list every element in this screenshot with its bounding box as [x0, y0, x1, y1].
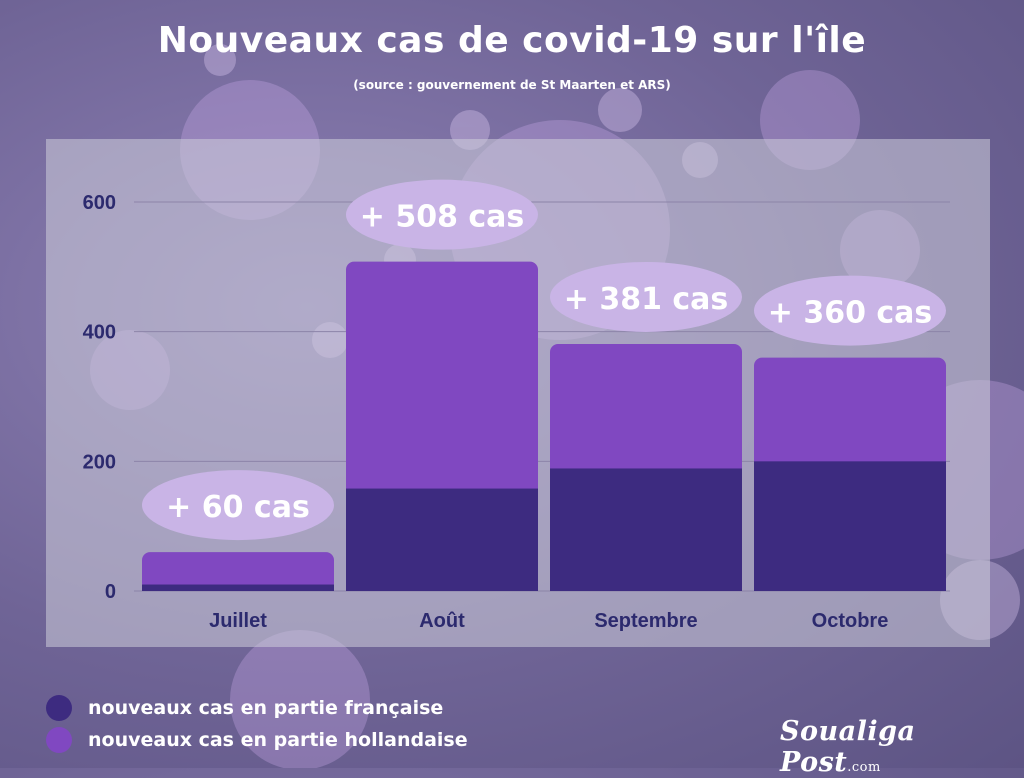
data-label-total: + 381 cas	[564, 282, 729, 317]
total-bubble-3	[754, 275, 946, 346]
legend: nouveaux cas en partie française nouveau…	[46, 692, 468, 756]
bar-french-1	[346, 488, 538, 591]
x-tick-label: Juillet	[209, 610, 267, 632]
total-bubble-2	[550, 261, 742, 332]
legend-swatch-dutch	[46, 727, 72, 753]
legend-label-french: nouveaux cas en partie française	[88, 697, 444, 719]
legend-swatch-french	[46, 695, 72, 721]
y-tick-label: 600	[83, 192, 116, 214]
bar-french-3	[754, 461, 946, 591]
y-tick-label: 200	[83, 451, 116, 473]
soualiga-post-logo: Soualiga Post.com	[780, 716, 1024, 778]
bar-french-2	[550, 468, 742, 591]
data-label-total: + 360 cas	[768, 296, 933, 331]
total-bubble-0	[142, 470, 334, 541]
chart-subtitle: (source : gouvernement de St Maarten et …	[353, 78, 671, 92]
y-tick-label: 0	[105, 581, 116, 603]
bar-french-0	[142, 584, 334, 591]
legend-label-dutch: nouveaux cas en partie hollandaise	[88, 729, 468, 751]
x-tick-label: Août	[419, 610, 465, 632]
bar-dutch-0	[142, 552, 334, 591]
x-tick-label: Septembre	[594, 610, 697, 632]
data-label-total: + 508 cas	[360, 200, 525, 235]
legend-item-dutch: nouveaux cas en partie hollandaise	[46, 724, 468, 756]
chart-panel: 0 200 400 600 Juillet + 60 cas Août + 508 cas Se…	[46, 139, 990, 647]
data-label-total: + 60 cas	[166, 490, 310, 525]
chart-title: Nouveaux cas de covid-19 sur l'île	[157, 20, 867, 61]
y-tick-label: 400	[83, 322, 116, 344]
bar-chart: 0 200 400 600 Juillet + 60 cas Août + 508 cas Se…	[83, 179, 950, 632]
legend-item-french: nouveaux cas en partie française	[46, 692, 468, 724]
x-tick-label: Octobre	[812, 610, 889, 632]
total-bubble-1	[346, 179, 538, 250]
